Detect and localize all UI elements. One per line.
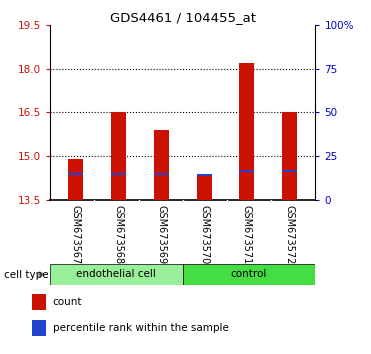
Bar: [68, 173, 83, 175]
Bar: [68, 159, 83, 200]
Text: GSM673569: GSM673569: [156, 205, 166, 264]
Bar: [239, 170, 255, 172]
Bar: [197, 174, 211, 176]
Text: percentile rank within the sample: percentile rank within the sample: [53, 323, 229, 333]
Text: endothelial cell: endothelial cell: [76, 269, 156, 279]
Bar: [239, 63, 255, 200]
Bar: [111, 113, 126, 200]
Bar: [50, 264, 183, 285]
Text: GSM673572: GSM673572: [285, 205, 295, 264]
Bar: [32, 294, 46, 310]
Text: GSM673567: GSM673567: [71, 205, 81, 264]
Text: control: control: [231, 269, 267, 279]
Bar: [154, 173, 169, 175]
Bar: [154, 130, 169, 200]
Text: GSM673571: GSM673571: [242, 205, 252, 264]
Text: GSM673568: GSM673568: [114, 205, 124, 264]
Text: count: count: [53, 297, 82, 307]
Text: cell type: cell type: [4, 270, 48, 280]
Bar: [111, 173, 126, 175]
Bar: [282, 170, 297, 172]
Bar: [197, 174, 211, 200]
Bar: [183, 264, 315, 285]
Bar: [282, 113, 297, 200]
Title: GDS4461 / 104455_at: GDS4461 / 104455_at: [110, 11, 256, 24]
Text: GSM673570: GSM673570: [199, 205, 209, 264]
Bar: [32, 320, 46, 336]
